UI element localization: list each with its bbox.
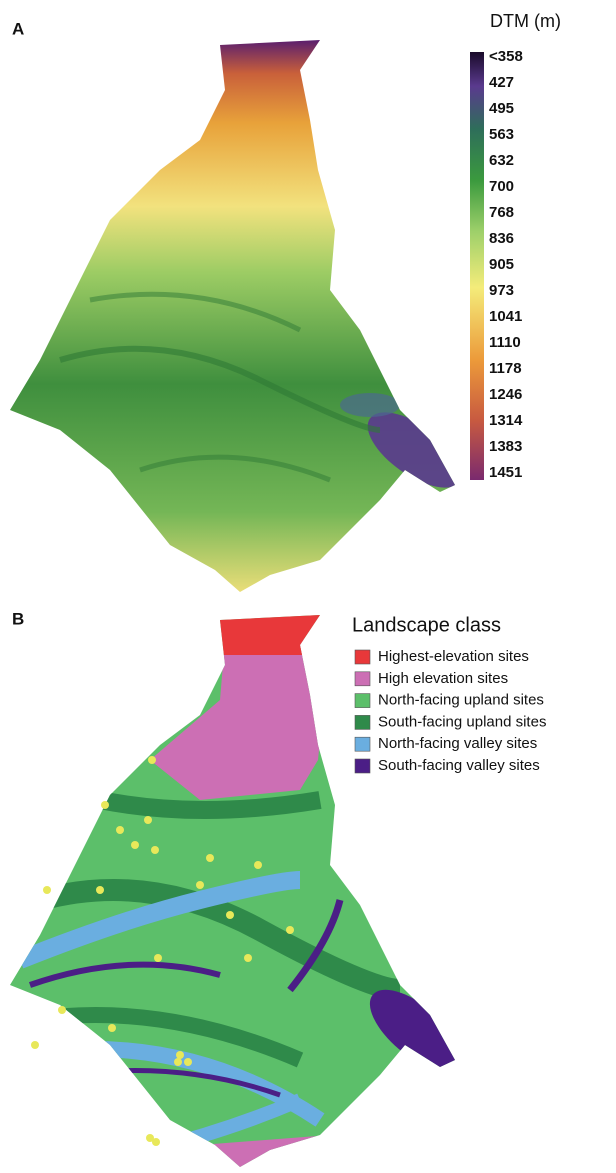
legend-swatch bbox=[355, 715, 370, 729]
panel-label: B bbox=[12, 609, 24, 628]
scale-labels: <358 427 495 563 632 700 768 836 905 973 1041 1110 1… bbox=[489, 48, 523, 481]
scale-label: 1451 bbox=[489, 464, 522, 481]
legend-label: North-facing valley sites bbox=[378, 735, 537, 752]
class-legend: Highest-elevation sites High elevation si… bbox=[355, 648, 546, 774]
scale-label: 768 bbox=[489, 204, 514, 221]
scale-label: 1246 bbox=[489, 386, 522, 403]
scale-label: 563 bbox=[489, 126, 514, 143]
legend-swatch bbox=[355, 759, 370, 773]
legend-swatch bbox=[355, 737, 370, 751]
legend-title: DTM (m) bbox=[490, 11, 561, 31]
legend-title: Landscape class bbox=[352, 614, 501, 636]
scale-label: 1314 bbox=[489, 412, 523, 429]
scale-label: 495 bbox=[489, 100, 514, 117]
scale-label: 905 bbox=[489, 256, 514, 273]
scale-label: 700 bbox=[489, 178, 514, 195]
figure: A DTM (m) <358 427 495 563 632 700 768 836 905 97… bbox=[0, 0, 616, 1168]
scale-label: 836 bbox=[489, 230, 514, 247]
legend-label: Highest-elevation sites bbox=[378, 648, 529, 665]
scale-label: 427 bbox=[489, 74, 514, 91]
scale-label: 632 bbox=[489, 152, 514, 169]
scale-label: 973 bbox=[489, 282, 514, 299]
scale-label: 1383 bbox=[489, 438, 522, 455]
legend-swatch bbox=[355, 672, 370, 686]
legend-label: South-facing upland sites bbox=[378, 713, 546, 730]
legend-label: North-facing upland sites bbox=[378, 692, 544, 709]
legend-swatch bbox=[355, 694, 370, 708]
color-scale bbox=[470, 52, 484, 480]
scale-label: 1178 bbox=[489, 360, 522, 377]
legend-label: South-facing valley sites bbox=[378, 757, 540, 774]
scale-label: 1041 bbox=[489, 308, 522, 325]
elevation-map bbox=[0, 30, 474, 600]
legend-label: High elevation sites bbox=[378, 670, 508, 687]
scale-label: <358 bbox=[489, 48, 523, 65]
panel-label: A bbox=[12, 19, 24, 38]
scale-label: 1110 bbox=[489, 334, 521, 351]
legend-swatch bbox=[355, 650, 370, 664]
